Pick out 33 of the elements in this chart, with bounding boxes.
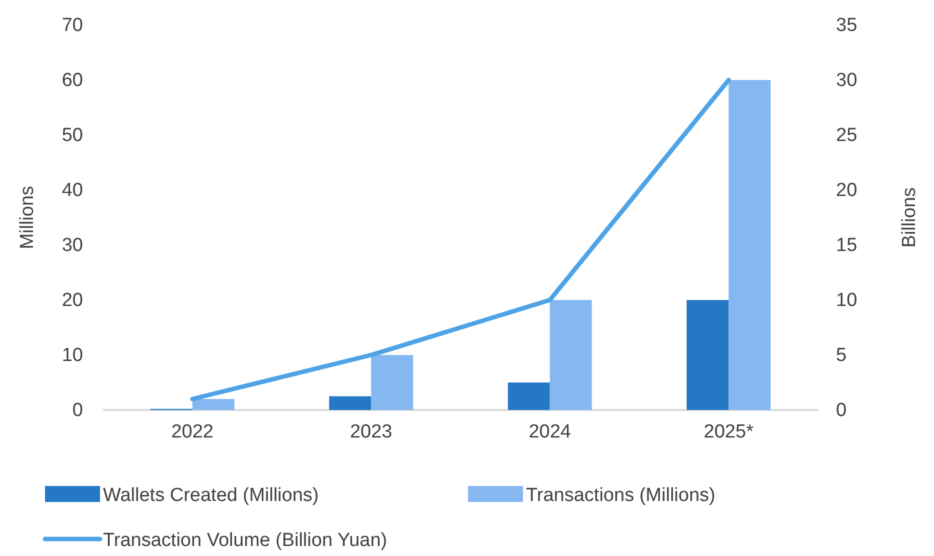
legend-label: Transaction Volume (Billion Yuan) [103,530,388,551]
y-tick-label: 0 [72,400,83,422]
x-tick-label: 2025* [704,421,754,442]
bar [371,355,414,410]
y-axis-title: Millions [17,186,38,250]
x-tick-label: 2022 [171,421,214,442]
line-series [190,78,731,402]
x-tick-label: 2024 [528,421,572,442]
y-tick-label: 50 [62,125,83,146]
y2-tick-label: 0 [836,400,847,422]
bar [728,80,771,410]
bar [329,396,372,410]
legend-label: Wallets Created (Millions) [103,485,319,506]
y2-tick-label: 10 [836,290,858,312]
y-tick-label: 40 [62,180,83,202]
y2-axis-title: Billions [899,187,920,248]
y2-tick-label: 5 [836,345,847,366]
y2-tick-label: 15 [836,235,858,256]
y-tick-label: 70 [62,15,83,36]
y2-tick-label: 25 [836,125,858,146]
bar [192,399,234,410]
legend-label: Transactions (Millions) [526,485,716,506]
y2-tick-label: 35 [836,15,858,36]
x-tick-label: 2023 [350,421,392,442]
y-tick-label: 10 [62,345,83,366]
bar [508,382,550,410]
y-tick-label: 20 [62,290,83,312]
y-tick-label: 30 [62,235,83,256]
y2-tick-label: 20 [836,180,858,202]
y2-tick-label: 30 [836,70,858,92]
y-tick-label: 60 [62,70,83,92]
bar [550,300,592,410]
bar [686,300,729,410]
